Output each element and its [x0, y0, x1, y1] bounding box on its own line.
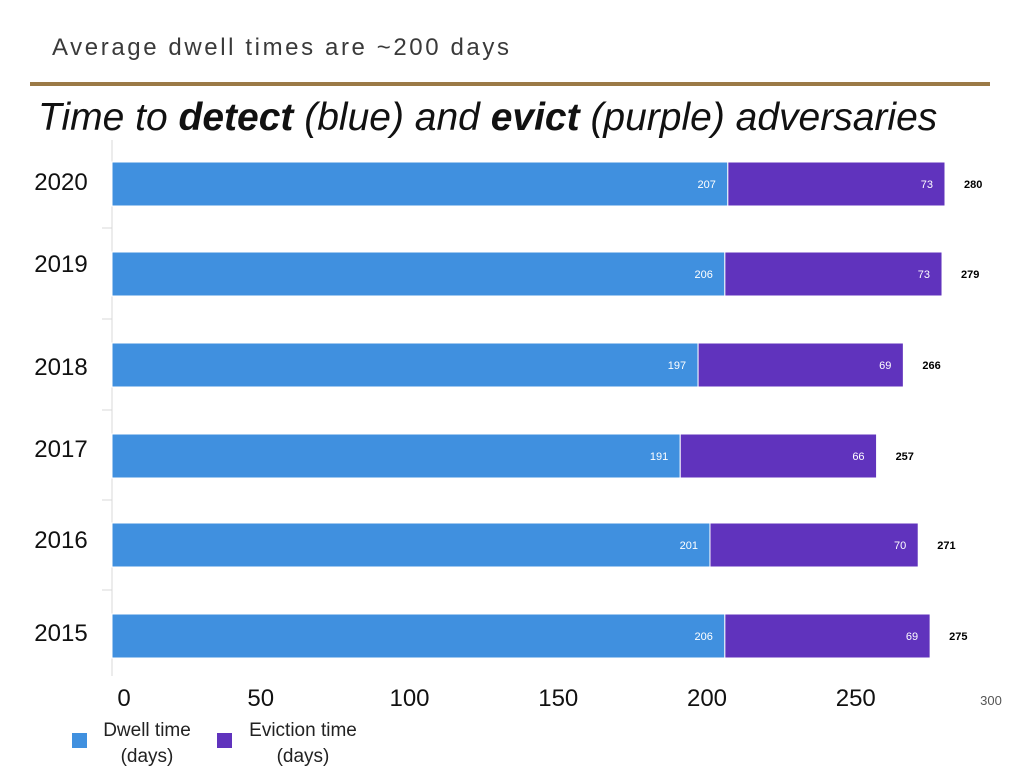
data-label-eviction-2020: 73 — [921, 179, 933, 191]
data-label-eviction-2018: 69 — [879, 360, 891, 372]
bar-eviction-2015 — [724, 613, 931, 659]
data-label-dwell-2020: 207 — [697, 179, 715, 191]
legend-dwell-label: Dwell time (days) — [92, 718, 202, 770]
bar-eviction-2019 — [724, 251, 943, 297]
bar-dwell-2018 — [111, 342, 699, 388]
category-label-2017: 2017 — [34, 436, 87, 463]
legend-dwell-swatch — [72, 733, 87, 748]
total-label-2016: 271 — [937, 540, 955, 552]
heading-detect: detect — [178, 96, 294, 139]
heading-evict: evict — [490, 96, 580, 139]
title-divider — [30, 82, 990, 86]
data-label-eviction-2015: 69 — [906, 631, 918, 643]
slide-title: Average dwell times are ~200 days — [52, 34, 512, 61]
bar-dwell-2020 — [111, 161, 729, 207]
total-label-2020: 280 — [964, 179, 982, 191]
x-tick-label-50: 50 — [247, 685, 274, 712]
x-tick-label-0: 0 — [117, 685, 130, 712]
bar-dwell-2019 — [111, 251, 726, 297]
category-label-2018: 2018 — [34, 354, 87, 381]
data-label-eviction-2019: 73 — [918, 269, 930, 281]
total-label-2017: 257 — [896, 451, 914, 463]
data-label-dwell-2018: 197 — [668, 360, 686, 372]
legend-evict-line1: Eviction time — [249, 720, 357, 741]
bar-eviction-2016 — [709, 522, 919, 568]
x-tick-label-250: 250 — [836, 685, 876, 712]
bar-eviction-2020 — [727, 161, 946, 207]
category-label-2016: 2016 — [34, 527, 87, 554]
legend-dwell-line2: (days) — [120, 746, 174, 767]
legend-evict-line2: (days) — [276, 746, 330, 767]
legend-eviction-swatch — [217, 733, 232, 748]
x-tick-label-200: 200 — [687, 685, 727, 712]
bar-dwell-2016 — [111, 522, 711, 568]
heading-part2: (blue) and — [293, 96, 491, 139]
legend-dwell-line1: Dwell time — [103, 720, 191, 741]
data-label-dwell-2019: 206 — [694, 269, 712, 281]
heading-part3: (purple) adversaries — [579, 96, 938, 139]
data-label-eviction-2017: 66 — [852, 451, 864, 463]
category-label-2020: 2020 — [34, 169, 87, 196]
total-label-2018: 266 — [922, 360, 940, 372]
category-label-2019: 2019 — [34, 251, 87, 278]
total-label-2015: 275 — [949, 631, 967, 643]
data-label-dwell-2017: 191 — [650, 451, 668, 463]
bar-dwell-2015 — [111, 613, 726, 659]
chart-heading: Time to detect (blue) and evict (purple)… — [38, 96, 937, 140]
total-label-2019: 279 — [961, 269, 979, 281]
data-label-dwell-2016: 201 — [680, 540, 698, 552]
x-tick-label-150: 150 — [538, 685, 578, 712]
data-label-dwell-2015: 206 — [694, 631, 712, 643]
x-tick-label-100: 100 — [389, 685, 429, 712]
heading-part1: Time to — [38, 96, 179, 139]
category-label-2015: 2015 — [34, 620, 87, 647]
bar-eviction-2017 — [679, 433, 878, 479]
x-tick-label-300: 300 — [980, 693, 1002, 708]
legend-eviction-label: Eviction time (days) — [238, 718, 368, 770]
data-label-eviction-2016: 70 — [894, 540, 906, 552]
bar-dwell-2017 — [111, 433, 681, 479]
bar-eviction-2018 — [697, 342, 904, 388]
